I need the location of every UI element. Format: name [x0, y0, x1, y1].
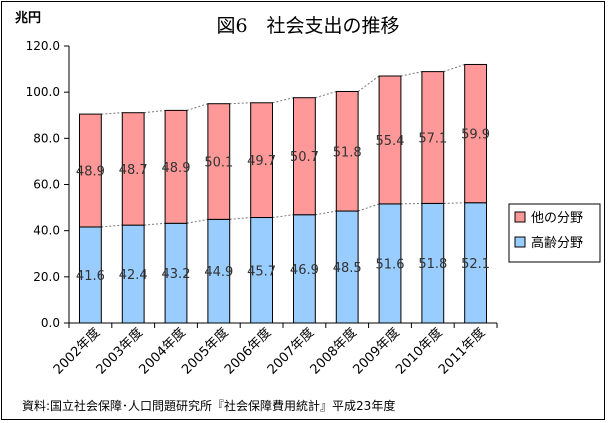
y-tick-label: 20.0 — [33, 270, 60, 284]
connector-line — [357, 203, 380, 212]
connector-line — [315, 90, 337, 99]
data-label-other: 50.7 — [290, 150, 319, 165]
connector-line — [443, 202, 465, 204]
data-label-elderly: 51.6 — [376, 257, 405, 272]
connector-lines — [101, 63, 465, 228]
data-label-elderly: 45.7 — [247, 264, 276, 279]
data-label-other: 55.4 — [376, 134, 405, 149]
y-axis-unit: 兆円 — [15, 10, 41, 26]
connector-line — [357, 75, 380, 92]
connector-line — [272, 214, 294, 219]
x-category-label: 2011年度 — [435, 325, 488, 378]
data-label-elderly: 51.8 — [418, 257, 447, 272]
data-label-other: 48.7 — [119, 163, 148, 178]
data-label-other: 48.9 — [162, 161, 191, 176]
data-labels: 41.6 48.9 42.4 48.7 43.2 48.9 44.9 50.1 45.7 49.7… — [76, 128, 490, 284]
bar-segment-other — [78, 113, 102, 228]
data-label-other: 51.8 — [333, 145, 362, 160]
y-tick-label: 0.0 — [41, 316, 60, 330]
data-label-other: 49.7 — [247, 154, 276, 169]
bars — [78, 63, 488, 324]
source-note: 資料:国立社会保障･人口問題研究所『社会保障費用統計』平成23年度 — [22, 398, 395, 413]
data-label-elderly: 42.4 — [119, 268, 148, 283]
connector-line — [315, 210, 337, 216]
y-tick-label: 80.0 — [33, 131, 60, 145]
bar-segment-other — [121, 112, 145, 226]
connector-line — [400, 71, 422, 77]
bar-segment-other — [292, 97, 316, 216]
connector-line — [272, 97, 294, 104]
bar-segment-other — [164, 109, 188, 224]
legend-label: 高齢分野 — [531, 235, 583, 251]
bar-segment-other — [378, 75, 402, 205]
connector-line — [443, 63, 465, 73]
bar-segment-other — [421, 71, 445, 204]
connector-line — [229, 217, 251, 220]
y-tick-label: 40.0 — [33, 224, 60, 238]
data-label-elderly: 46.9 — [290, 263, 319, 278]
data-label-other: 59.9 — [461, 128, 490, 143]
connector-line — [101, 224, 123, 228]
legend-swatch — [514, 236, 526, 248]
bar-segment-other — [464, 63, 488, 204]
data-label-other: 48.9 — [76, 165, 105, 180]
data-label-elderly: 44.9 — [204, 265, 233, 280]
data-label-other: 57.1 — [418, 132, 447, 147]
y-tick-label: 60.0 — [33, 178, 60, 192]
bar-segment-other — [207, 103, 231, 220]
connector-line — [229, 102, 251, 105]
data-label-elderly: 52.1 — [461, 257, 490, 272]
connector-line — [186, 103, 209, 111]
data-label-elderly: 48.5 — [333, 261, 362, 276]
data-label-elderly: 41.6 — [76, 269, 105, 284]
bar-segment-other — [335, 90, 359, 212]
connector-line — [186, 218, 208, 224]
chart-title: 図6 社会支出の推移 — [216, 15, 399, 37]
y-tick-label: 120.0 — [26, 39, 60, 53]
legend-label: 他の分野 — [531, 211, 583, 226]
connector-line — [144, 109, 166, 114]
connector-line — [101, 112, 123, 115]
data-label-elderly: 43.2 — [162, 267, 191, 282]
connector-line — [144, 222, 166, 226]
bar-segment-other — [250, 102, 274, 219]
y-axis: 0.0 20.0 40.0 60.0 80.0 100.0 120.0 — [26, 39, 70, 330]
legend-swatch — [514, 211, 526, 223]
x-axis: 2002年度2003年度2004年度2005年度2006年度2007年度2008… — [50, 322, 498, 378]
data-label-other: 50.1 — [204, 156, 233, 171]
y-tick-label: 100.0 — [26, 85, 60, 99]
